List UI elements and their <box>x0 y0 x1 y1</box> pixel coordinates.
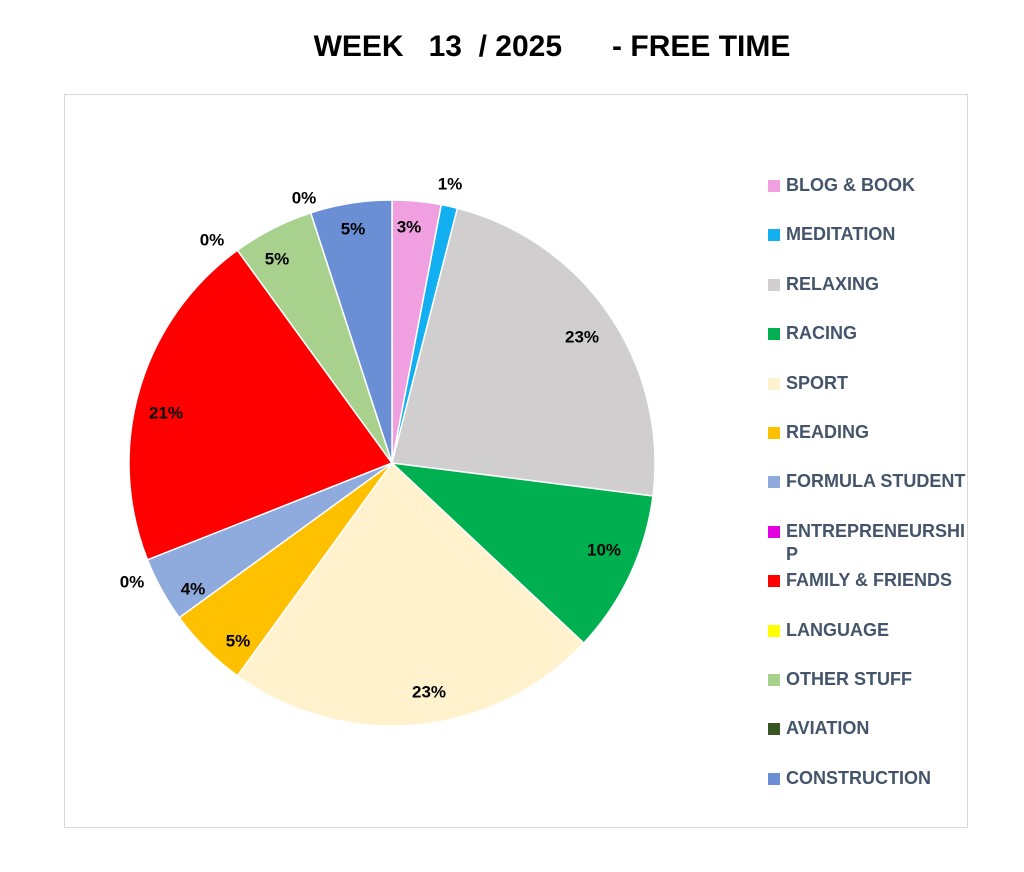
data-label-reading: 5% <box>226 631 251 650</box>
pie-data-labels: 3% 1% 23% 10% 23% 5% 4% 0% 21% 0% 5% 0% 5% <box>120 174 621 701</box>
legend-item-aviation: AVIATION <box>768 715 978 764</box>
pie-slice-relaxing <box>391 207 656 497</box>
legend-label-racing: RACING <box>786 323 857 344</box>
legend-swatch-entrepreneurship <box>768 525 780 538</box>
legend-item-sport: SPORT <box>768 370 978 419</box>
legend-label-family-friends: FAMILY & FRIENDS <box>786 570 953 591</box>
legend-swatch-family-friends <box>768 575 780 588</box>
legend-label-construction: CONSTRUCTION <box>786 767 931 788</box>
legend-label-relaxing: RELAXING <box>786 273 880 294</box>
legend-label-entrepreneurship: ENTREPRENEURSHIP <box>786 520 966 564</box>
legend-swatch-aviation <box>768 723 780 736</box>
legend-item-family-friends: FAMILY & FRIENDS <box>768 567 978 616</box>
legend-swatch-blog-book <box>768 180 780 192</box>
data-label-family-friends: 21% <box>149 403 183 422</box>
legend-swatch-construction <box>768 772 780 785</box>
data-label-entrepreneurship: 0% <box>120 572 145 591</box>
legend-item-racing: RACING <box>768 320 978 369</box>
legend-label-formula-student: FORMULA STUDENT <box>786 471 966 492</box>
chart-title: WEEK 13 / 2025 - FREE TIME <box>313 30 791 63</box>
legend-swatch-racing <box>768 328 780 341</box>
legend-label-sport: SPORT <box>786 372 849 393</box>
data-label-construction: 5% <box>341 219 366 238</box>
legend-label-other-stuff: OTHER STUFF <box>786 668 912 689</box>
legend-label-meditation: MEDITATION <box>786 224 896 245</box>
legend-label-blog-book: BLOG & BOOK <box>786 175 915 195</box>
legend-item-other-stuff: OTHER STUFF <box>768 666 978 715</box>
legend-label-reading: READING <box>786 421 870 442</box>
data-label-aviation: 0% <box>292 188 317 207</box>
legend-item-blog-book: BLOG & BOOK <box>768 172 978 221</box>
legend-item-entrepreneurship: ENTREPRENEURSHIP <box>768 518 978 567</box>
data-label-relaxing: 23% <box>565 327 599 346</box>
legend-label-aviation: AVIATION <box>786 718 870 739</box>
legend-item-relaxing: RELAXING <box>768 271 978 320</box>
legend-item-construction: CONSTRUCTION <box>768 765 978 814</box>
legend-item-reading: READING <box>768 419 978 468</box>
data-label-formula-student: 4% <box>181 579 206 598</box>
pie-slice-racing <box>389 461 654 645</box>
pie-slice-sport <box>236 461 585 727</box>
pie-slice-construction <box>309 199 393 464</box>
legend-swatch-meditation <box>768 229 780 242</box>
data-label-language: 0% <box>200 230 225 249</box>
pie-slices <box>128 199 656 727</box>
legend-item-meditation: MEDITATION <box>768 221 978 270</box>
pie-slice-family-friends <box>128 249 394 561</box>
legend-label-language: LANGUAGE <box>786 619 889 640</box>
chart-legend: BLOG & BOOK MEDITATION RELAXING RACING SPORT… <box>768 172 978 814</box>
data-label-other-stuff: 5% <box>265 249 290 268</box>
data-label-meditation: 1% <box>438 174 463 193</box>
legend-swatch-sport <box>768 377 780 390</box>
legend-item-formula-student: FORMULA STUDENT <box>768 468 978 517</box>
legend-swatch-other-stuff <box>768 673 780 686</box>
legend-swatch-language <box>768 624 780 637</box>
legend-swatch-formula-student <box>768 476 780 489</box>
data-label-sport: 23% <box>412 682 446 701</box>
data-label-racing: 10% <box>587 540 621 559</box>
legend-swatch-reading <box>768 426 780 439</box>
plot-area-frame <box>64 94 968 828</box>
data-label-blog-book: 3% <box>397 217 422 236</box>
legend-item-language: LANGUAGE <box>768 617 978 666</box>
legend-swatch-relaxing <box>768 278 780 291</box>
